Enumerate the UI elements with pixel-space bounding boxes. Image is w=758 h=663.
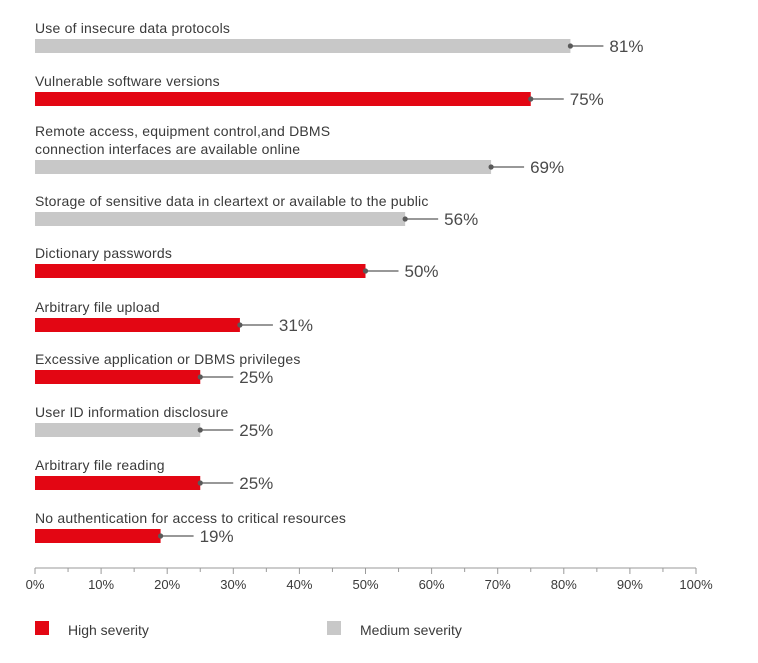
bar-high [35, 529, 161, 543]
bar-high [35, 92, 531, 106]
x-tick-label: 10% [88, 577, 114, 592]
value-label: 31% [279, 316, 313, 335]
category-label: Storage of sensitive data in cleartext o… [35, 193, 429, 209]
category-label: User ID information disclosure [35, 404, 229, 420]
bar-medium [35, 423, 201, 437]
legend-label-medium: Medium severity [360, 622, 462, 638]
value-marker-dot [567, 43, 574, 49]
x-tick-label: 70% [485, 577, 511, 592]
value-marker-dot [197, 427, 203, 433]
value-label: 56% [444, 210, 478, 229]
x-tick-label: 40% [286, 577, 312, 592]
legend-swatch-high [35, 621, 49, 635]
x-tick-label: 50% [352, 577, 378, 592]
value-label: 81% [609, 37, 643, 56]
legend-label-high: High severity [68, 622, 149, 638]
category-label: Excessive application or DBMS privileges [35, 351, 301, 367]
value-label: 25% [239, 368, 273, 387]
value-marker-dot [362, 268, 369, 274]
value-marker-dot [237, 322, 243, 328]
category-label: Remote access, equipment control,and DBM… [35, 123, 330, 139]
x-tick-label: 0% [26, 577, 45, 592]
category-label: No authentication for access to critical… [35, 510, 346, 526]
category-label: Vulnerable software versions [35, 73, 220, 89]
value-marker-dot [197, 374, 203, 380]
value-marker-dot [488, 164, 494, 170]
x-tick-label: 100% [679, 577, 713, 592]
category-label: Dictionary passwords [35, 245, 172, 261]
bar-high [35, 318, 240, 332]
category-label: Use of insecure data protocols [35, 20, 230, 36]
x-tick-label: 80% [551, 577, 577, 592]
bar-high [35, 476, 201, 490]
category-label: connection interfaces are available onli… [35, 141, 300, 157]
value-marker-dot [157, 533, 164, 539]
bar-high [35, 370, 201, 384]
value-label: 69% [530, 158, 564, 177]
value-label: 19% [200, 527, 234, 546]
value-marker-dot [197, 480, 203, 486]
value-label: 25% [239, 474, 273, 493]
legend-swatch-medium [327, 621, 341, 635]
bar-medium [35, 39, 571, 53]
x-tick-label: 90% [617, 577, 643, 592]
value-label: 50% [405, 262, 439, 281]
x-tick-label: 20% [154, 577, 180, 592]
bar-medium [35, 212, 406, 226]
category-label: Arbitrary file reading [35, 457, 165, 473]
x-tick-label: 60% [419, 577, 445, 592]
x-tick-label: 30% [220, 577, 246, 592]
bar-high [35, 264, 366, 278]
category-label: Arbitrary file upload [35, 299, 160, 315]
value-marker-dot [528, 96, 534, 102]
value-label: 75% [570, 90, 604, 109]
value-marker-dot [402, 216, 408, 222]
bar-medium [35, 160, 492, 174]
value-label: 25% [239, 421, 273, 440]
